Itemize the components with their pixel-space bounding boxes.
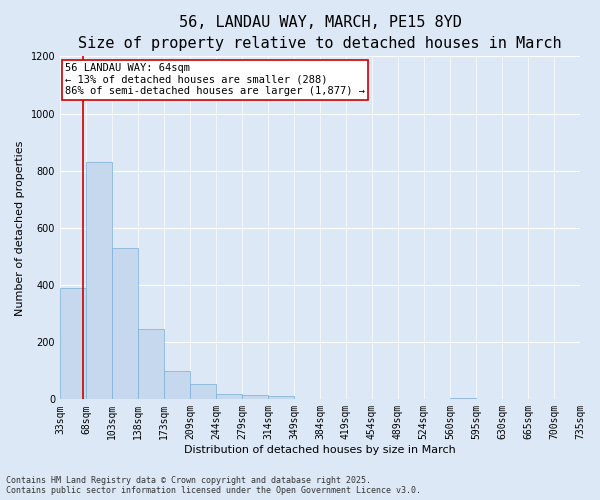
Y-axis label: Number of detached properties: Number of detached properties [15, 140, 25, 316]
Title: 56, LANDAU WAY, MARCH, PE15 8YD
Size of property relative to detached houses in : 56, LANDAU WAY, MARCH, PE15 8YD Size of … [78, 15, 562, 51]
Bar [112, 248, 138, 400]
Bar [86, 162, 112, 400]
Bar [242, 395, 268, 400]
Bar [60, 288, 86, 400]
Bar [217, 394, 242, 400]
Bar [138, 330, 164, 400]
Bar [190, 384, 217, 400]
Bar [164, 370, 190, 400]
Text: Contains HM Land Registry data © Crown copyright and database right 2025.
Contai: Contains HM Land Registry data © Crown c… [6, 476, 421, 495]
X-axis label: Distribution of detached houses by size in March: Distribution of detached houses by size … [184, 445, 456, 455]
Bar [268, 396, 294, 400]
Bar [451, 398, 476, 400]
Text: 56 LANDAU WAY: 64sqm
← 13% of detached houses are smaller (288)
86% of semi-deta: 56 LANDAU WAY: 64sqm ← 13% of detached h… [65, 63, 365, 96]
